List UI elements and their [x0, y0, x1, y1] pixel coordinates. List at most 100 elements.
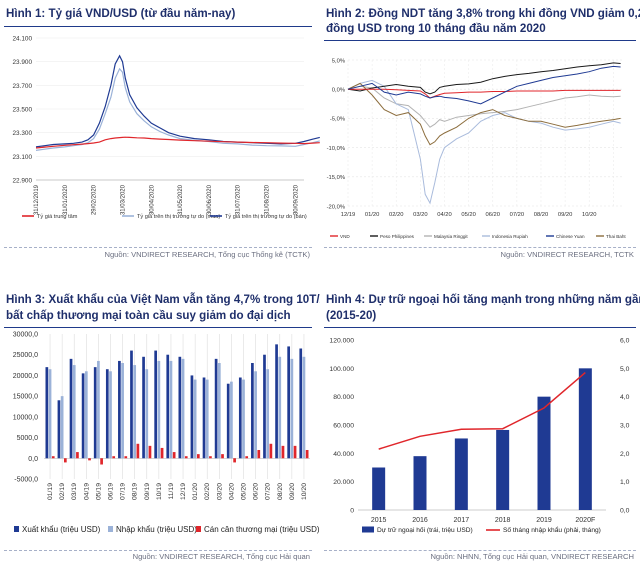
legend-label: Malaysia Ringgit: [434, 234, 468, 239]
x-tick-label: 07/19: [120, 483, 127, 500]
legend-label: VND: [340, 234, 350, 239]
x-tick-label: 12/19: [341, 212, 356, 218]
series-line: [347, 79, 621, 205]
x-tick-label: 06/19: [108, 483, 115, 500]
bar: [251, 363, 254, 459]
chart-title-line2: bất chấp thương mại toàn cầu suy giảm do…: [6, 309, 291, 322]
footer-rule: [4, 550, 312, 551]
x-tick-label: 03/20: [413, 212, 428, 218]
bar: [217, 363, 221, 459]
y-tick-label-left: 100.000: [329, 366, 354, 373]
series-line: [35, 136, 320, 149]
bar: [166, 354, 170, 459]
bar: [57, 400, 61, 459]
series-line: [348, 88, 621, 99]
x-tick-label: 08/20: [534, 212, 549, 218]
legend-label: Xuất khẩu (triệu USD): [22, 525, 101, 534]
y-tick-label-left: 120.000: [329, 338, 354, 345]
bar: [413, 456, 427, 510]
bar: [233, 458, 236, 463]
x-tick-label: 30/04/2020: [149, 184, 155, 215]
x-tick-label: 04/20: [437, 212, 452, 218]
bar: [372, 467, 386, 510]
chart-title-line1: Hình 2: Đồng NDT tăng 3,8% trong khi đồn…: [326, 7, 640, 20]
bar: [299, 348, 303, 459]
bar: [72, 365, 76, 459]
y-tick-label-right: 5,0: [620, 366, 630, 373]
chart-title-line1: Hình 4: Dự trữ ngoại hối tăng mạnh trong…: [326, 293, 640, 306]
y-tick-label-left: 0: [350, 508, 354, 515]
bar: [245, 456, 249, 459]
bar: [196, 454, 200, 459]
bar: [133, 365, 137, 459]
bar: [275, 344, 278, 459]
x-tick-label: 2018: [495, 517, 511, 524]
fx-percent-chart: 5,0% 0,0% -5,0% -10,0% -15,0% -20,0% 12/19 01/2…: [327, 58, 627, 239]
y-tick-label-right: 2,0: [620, 451, 630, 458]
y-tick-label: 22.900: [12, 178, 32, 185]
bar: [142, 356, 145, 459]
bar: [112, 456, 116, 459]
y-tick-label: 23.300: [12, 130, 32, 137]
panel-trade: Hình 3: Xuất khẩu của Việt Nam vẫn tăng …: [0, 286, 345, 566]
chart-source: Nguồn: VNDIRECT RESEARCH, Tổng cục Thống…: [104, 250, 310, 259]
y-tick-label: 23.700: [12, 83, 32, 90]
bar: [193, 379, 197, 459]
bar: [238, 377, 242, 459]
y-tick-label: 10000,0: [13, 414, 38, 421]
x-tick-label: 31/07/2020: [236, 184, 242, 215]
y-tick-label-right: 1,0: [620, 479, 630, 486]
series-line: [347, 65, 621, 105]
y-tick-label: 0,0%: [332, 88, 345, 94]
panel-fx-percent: Hình 2: Đồng NDT tăng 3,8% trong khi đồn…: [320, 0, 640, 262]
legend-label: Chinese Yuan: [556, 234, 585, 239]
bar: [578, 368, 592, 510]
y-tick-label-right: 3,0: [620, 423, 630, 430]
y-tick-label-right: 6,0: [620, 338, 630, 345]
x-tick-label: 02/19: [59, 483, 66, 500]
x-tick-label: 05/20: [241, 483, 248, 500]
bar: [81, 373, 85, 459]
y-tick-label-right: 0,0: [620, 508, 630, 515]
x-tick-label: 31/08/2020: [265, 184, 271, 215]
bar: [84, 371, 88, 459]
chart-source: Nguồn: VNDIRECT RESEARCH, Tổng cục Hải q…: [132, 552, 310, 561]
x-tick-label: 31/05/2020: [178, 184, 184, 215]
bar: [221, 454, 224, 459]
y-tick-label-left: 60.000: [333, 423, 354, 430]
bar: [160, 447, 164, 459]
bar: [100, 458, 103, 465]
legend-label: Thai Baht: [606, 234, 626, 239]
y-tick-label: 30000,0: [13, 332, 38, 339]
bar: [48, 369, 52, 459]
x-tick-label: 04/19: [83, 483, 90, 500]
bar: [45, 367, 49, 459]
bar: [287, 346, 291, 459]
bar: [109, 371, 112, 459]
bar: [181, 358, 185, 459]
title-rule: [4, 327, 312, 328]
bar: [305, 450, 309, 459]
y-tick-label: -10,0%: [327, 146, 345, 152]
x-tick-label: 05/20: [461, 212, 476, 218]
footer-rule: [324, 550, 636, 551]
title-rule: [4, 26, 312, 27]
bar: [205, 379, 209, 459]
bar: [293, 445, 297, 459]
bar: [230, 381, 233, 459]
y-tick-label: -5000,0: [14, 477, 38, 484]
bar: [226, 383, 230, 459]
x-tick-label: 04/20: [228, 483, 235, 500]
series-line: [378, 372, 586, 450]
bar: [184, 456, 188, 459]
legend-label: Tỷ giá trung tâm: [37, 213, 78, 220]
bar: [537, 396, 551, 510]
x-tick-label: 09/20: [289, 483, 296, 500]
y-tick-label: 15000,0: [13, 394, 38, 401]
bar: [266, 369, 270, 459]
bar: [278, 356, 282, 459]
x-tick-label: 2020F: [575, 517, 595, 524]
bar: [178, 356, 182, 459]
legend-label: Cán cân thương mại (triệu USD): [204, 525, 320, 534]
x-tick-label: 03/19: [71, 483, 78, 500]
